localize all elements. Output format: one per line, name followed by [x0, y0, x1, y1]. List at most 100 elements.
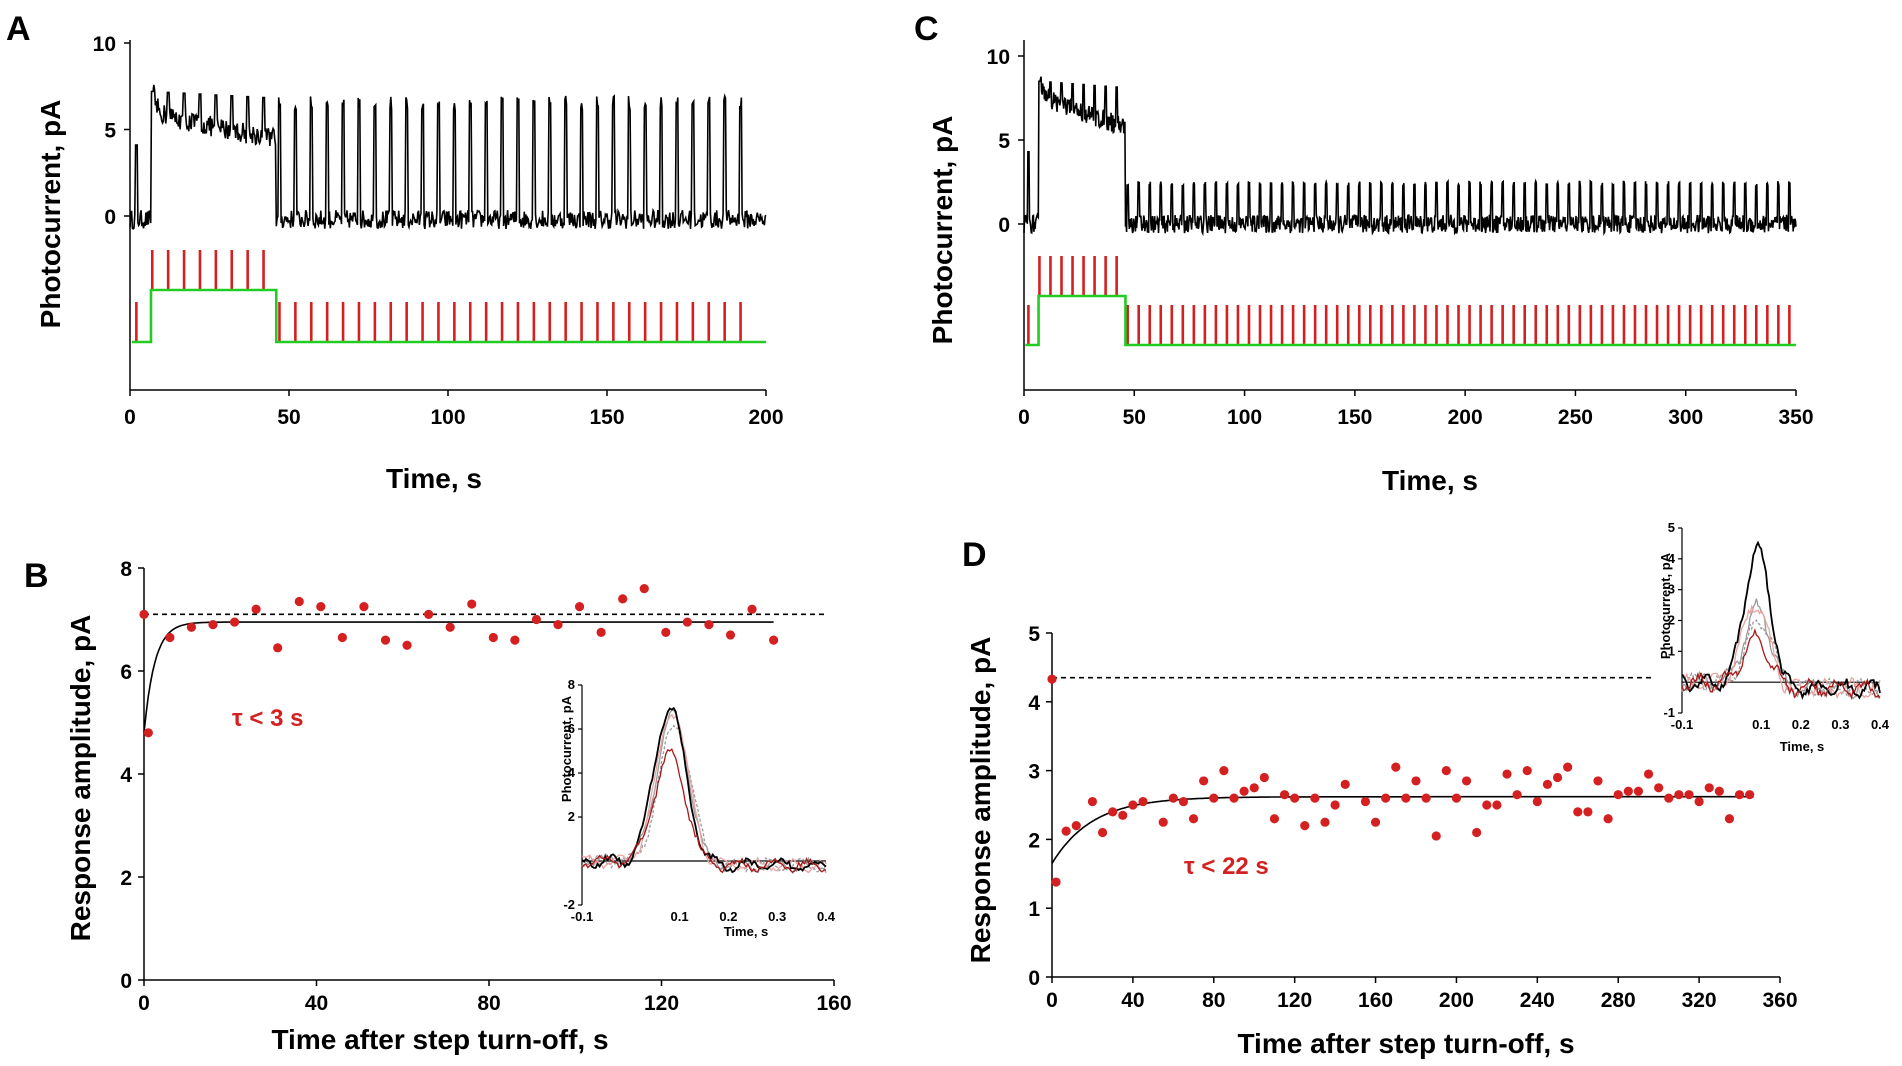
panel-b-inset-y-title: Photocurrent, pA [559, 695, 574, 802]
panel-d-data-point [1613, 790, 1623, 800]
panel-a-flash-markers [135, 250, 742, 342]
panel-d-y-axis-title: Response amplitude, pA [965, 637, 996, 964]
panel-b-inset-x-tick-label: 0.4 [817, 909, 836, 924]
panel-d-data-point [1370, 817, 1381, 827]
panel-d-data-point [1118, 810, 1128, 820]
panel-d-data-point [1431, 831, 1441, 841]
panel-d-data-point [1502, 769, 1512, 779]
panel-d-data-point [1138, 796, 1148, 807]
panel-b-y-tick-label: 6 [120, 661, 132, 684]
panel-c-x-tick-label: 250 [1558, 406, 1593, 429]
panel-a-x-tick-label: 150 [589, 406, 624, 429]
panel-d-data-point [1071, 821, 1081, 831]
panel-label-c: C [914, 10, 939, 48]
panel-b-inset-chart: Photocurrent, pA Time, s -0.1 0.1 0.2 0.3 0.… [559, 677, 836, 939]
panel-b-data-point [553, 620, 563, 630]
panel-d-x-tick-label: 200 [1439, 989, 1474, 1012]
panel-b-inset-x-tick-label: 0.2 [719, 909, 737, 924]
panel-b-data-point [531, 614, 542, 625]
panel-b-data-point [467, 599, 477, 609]
panel-d-data-point [1061, 826, 1071, 836]
panel-d-data-point [1451, 793, 1462, 803]
panel-d-x-tick-label: 160 [1358, 989, 1393, 1012]
panel-d-inset-x-tick-label: 0.4 [1871, 717, 1890, 732]
panel-b-y-tick-label: 4 [120, 764, 132, 787]
panel-a-step-stimulus [131, 288, 766, 344]
panel-d-data-point [1360, 796, 1371, 807]
panel-d-y-tick-label: 3 [1028, 761, 1040, 784]
panel-d-inset-y-tick-label: 1 [1668, 643, 1675, 658]
panel-d-data-point [1239, 786, 1249, 796]
panel-d-data-point [1188, 814, 1199, 824]
panel-b-data-point [186, 622, 197, 632]
panel-d-x-axis-title: Time after step turn-off, s [1237, 1028, 1574, 1059]
panel-d-y-tick-label: 5 [1028, 623, 1040, 646]
panel-d-data-point [1472, 827, 1482, 838]
panel-b-exponential-fit [143, 621, 774, 733]
panel-b-data-point [402, 640, 412, 650]
panel-d-data-point [1704, 783, 1714, 793]
panel-b-x-tick-label: 0 [138, 992, 150, 1015]
panel-d-data-point [1421, 793, 1431, 803]
panel-b-y-tick-label: 2 [120, 867, 132, 890]
panel-d-data-point [1178, 796, 1189, 807]
panel-b-inset-y-tick-label: 8 [568, 677, 575, 692]
panel-d-data-point [1441, 766, 1451, 776]
panel-b-data-point [359, 602, 369, 612]
panel-b-data-point [704, 620, 714, 630]
panel-b-inset-x-title: Time, s [724, 924, 769, 939]
panel-d-inset-trace-black [1681, 540, 1881, 701]
panel-b-data-point [273, 643, 283, 653]
panel-d-data-point [1209, 793, 1219, 803]
panel-b-data-point [574, 602, 585, 612]
panel-b-data-point [618, 594, 628, 604]
panel-d-inset-x-tick-label: 0.3 [1831, 717, 1849, 732]
panel-label-b: B [24, 557, 49, 595]
panel-a-y-tick-label: 10 [93, 33, 116, 56]
panel-d-inset-y-tick-label: 2 [1668, 613, 1675, 628]
panel-d-data-point [1643, 769, 1654, 779]
panel-b-data-point [639, 584, 649, 594]
panel-d-inset-x-title: Time, s [1780, 739, 1825, 754]
panel-c-trace-chart: Photocurrent, pA Time, s 0 50 100 150 200 250… [927, 40, 1814, 496]
panel-d-data-point [1724, 814, 1735, 824]
panel-b-inset-y-tick-label: 6 [568, 721, 575, 736]
panel-d-y-tick-label: 1 [1028, 898, 1040, 921]
panel-d-x-tick-label: 240 [1520, 989, 1555, 1012]
panel-d-data-point [1593, 776, 1603, 786]
panel-c-y-tick-label: 5 [998, 130, 1010, 153]
panel-b-y-axis-title: Response amplitude, pA [65, 615, 96, 942]
panel-d-inset-y-tick-label: -1 [1663, 705, 1675, 720]
panel-d-data-point [1381, 793, 1391, 803]
panel-d-data-point [1259, 772, 1269, 783]
panel-a-x-tick-label: 200 [748, 406, 783, 429]
panel-a-x-tick-label: 0 [124, 406, 136, 429]
panel-d-inset-y-tick-label: 5 [1668, 520, 1675, 535]
panel-b-data-point [380, 635, 391, 645]
panel-d-data-point [1674, 790, 1684, 800]
panel-b-inset-y-tick-label: -2 [563, 897, 575, 912]
panel-b-x-tick-label: 120 [644, 992, 679, 1015]
panel-d-data-point [1623, 786, 1633, 796]
panel-b-inset-trace-gray1 [581, 709, 827, 875]
panel-d-data-point [1512, 790, 1522, 800]
panel-d-data-point [1087, 796, 1098, 807]
panel-d-tau-annotation: τ < 22 s [1184, 853, 1269, 880]
panel-a-photocurrent-trace [129, 84, 767, 231]
panel-d-inset-x-tick-label: -0.1 [1671, 717, 1693, 732]
panel-b-data-point [294, 596, 304, 607]
panel-d-data-point [1249, 783, 1259, 793]
panel-d-data-point [1391, 762, 1401, 772]
panel-d-data-point [1269, 814, 1280, 824]
panel-b-inset-y-tick-label: 4 [568, 765, 576, 780]
panel-c-x-axis-title: Time, s [1382, 465, 1478, 496]
panel-d-data-point [1633, 786, 1644, 796]
panel-d-y-tick-label: 2 [1028, 829, 1040, 852]
panel-b-scatter-chart: Response amplitude, pA Time after step t… [65, 558, 852, 1055]
panel-c-y-tick-label: 10 [987, 46, 1010, 69]
panel-d-inset-x-tick-label: 0.2 [1792, 717, 1810, 732]
panel-a-x-axis-title: Time, s [386, 463, 482, 494]
panel-d-y-tick-label: 4 [1028, 692, 1040, 715]
panel-d-data-point [1552, 772, 1563, 783]
